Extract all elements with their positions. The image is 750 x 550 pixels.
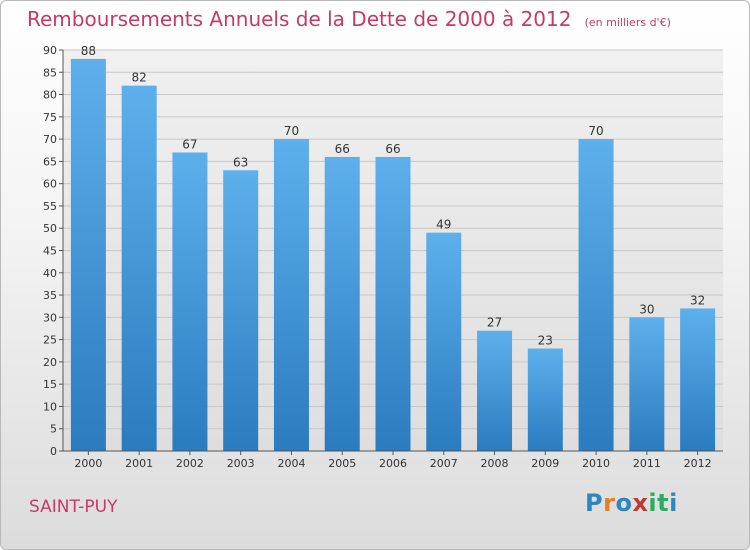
x-tick-label: 2008 [481, 457, 509, 470]
y-tick-label: 35 [43, 289, 57, 302]
y-tick-label: 65 [43, 155, 57, 168]
logo-letter: o [615, 489, 633, 517]
data-label-2009: 23 [538, 334, 553, 348]
y-tick-label: 15 [43, 378, 57, 391]
y-tick-label: 10 [43, 400, 57, 413]
data-label-2004: 70 [284, 124, 299, 138]
data-label-2008: 27 [487, 316, 502, 330]
bar-2004 [273, 139, 309, 451]
chart-title-text: Remboursements Annuels de la Dette de 20… [27, 7, 572, 31]
bar-2012 [680, 308, 716, 451]
bar-2009 [527, 348, 563, 451]
data-label-2001: 82 [132, 71, 147, 85]
x-tick-label: 2011 [633, 457, 661, 470]
bar-2006 [375, 156, 411, 451]
y-tick-label: 5 [50, 423, 57, 436]
commune-name: SAINT-PUY [29, 497, 118, 517]
proxiti-logo: Proxiti [585, 489, 678, 517]
logo-letter: P [585, 489, 604, 517]
y-tick-label: 70 [43, 133, 57, 146]
logo-letter: t [657, 489, 670, 517]
y-tick-label: 40 [43, 267, 57, 280]
x-tick-label: 2007 [430, 457, 458, 470]
data-label-2000: 88 [81, 44, 96, 58]
logo-letter: i [648, 489, 658, 517]
data-label-2007: 49 [436, 218, 451, 232]
x-tick-label: 2003 [227, 457, 255, 470]
x-tick-label: 2005 [328, 457, 356, 470]
bar-2008 [477, 330, 513, 451]
data-label-2011: 30 [639, 302, 654, 316]
y-tick-label: 0 [50, 445, 57, 458]
data-label-2010: 70 [588, 124, 603, 138]
x-tick-label: 2000 [74, 457, 102, 470]
y-tick-label: 50 [43, 222, 57, 235]
x-tick-label: 2010 [582, 457, 610, 470]
bar-2000 [70, 58, 106, 452]
y-tick-label: 75 [43, 111, 57, 124]
data-label-2012: 32 [690, 293, 705, 307]
bar-2003 [223, 170, 259, 452]
logo-letter: i [669, 489, 678, 517]
y-tick-label: 25 [43, 334, 57, 347]
x-tick-label: 2012 [684, 457, 712, 470]
x-tick-label: 2001 [125, 457, 153, 470]
y-tick-label: 85 [43, 66, 57, 79]
x-tick-label: 2006 [379, 457, 407, 470]
y-tick-label: 90 [43, 44, 57, 57]
data-label-2006: 66 [385, 142, 400, 156]
bar-2010 [578, 139, 614, 451]
x-tick-label: 2002 [176, 457, 204, 470]
y-tick-label: 60 [43, 178, 57, 191]
data-label-2003: 63 [233, 155, 248, 169]
x-tick-label: 2009 [531, 457, 559, 470]
chart-title: Remboursements Annuels de la Dette de 20… [27, 7, 671, 31]
y-tick-label: 20 [43, 356, 57, 369]
bar-2001 [121, 85, 157, 452]
bar-2007 [426, 232, 462, 451]
logo-letter: r [603, 489, 616, 517]
y-tick-label: 30 [43, 311, 57, 324]
x-tick-label: 2004 [277, 457, 305, 470]
bar-2002 [172, 152, 208, 451]
logo-letter: x [632, 489, 649, 517]
y-tick-label: 55 [43, 200, 57, 213]
bar-2011 [629, 317, 665, 451]
data-label-2002: 67 [182, 137, 197, 151]
chart-unit: (en milliers d'€) [584, 16, 671, 29]
bar-2005 [324, 156, 360, 451]
y-tick-label: 80 [43, 89, 57, 102]
y-tick-label: 45 [43, 245, 57, 258]
data-label-2005: 66 [335, 142, 350, 156]
